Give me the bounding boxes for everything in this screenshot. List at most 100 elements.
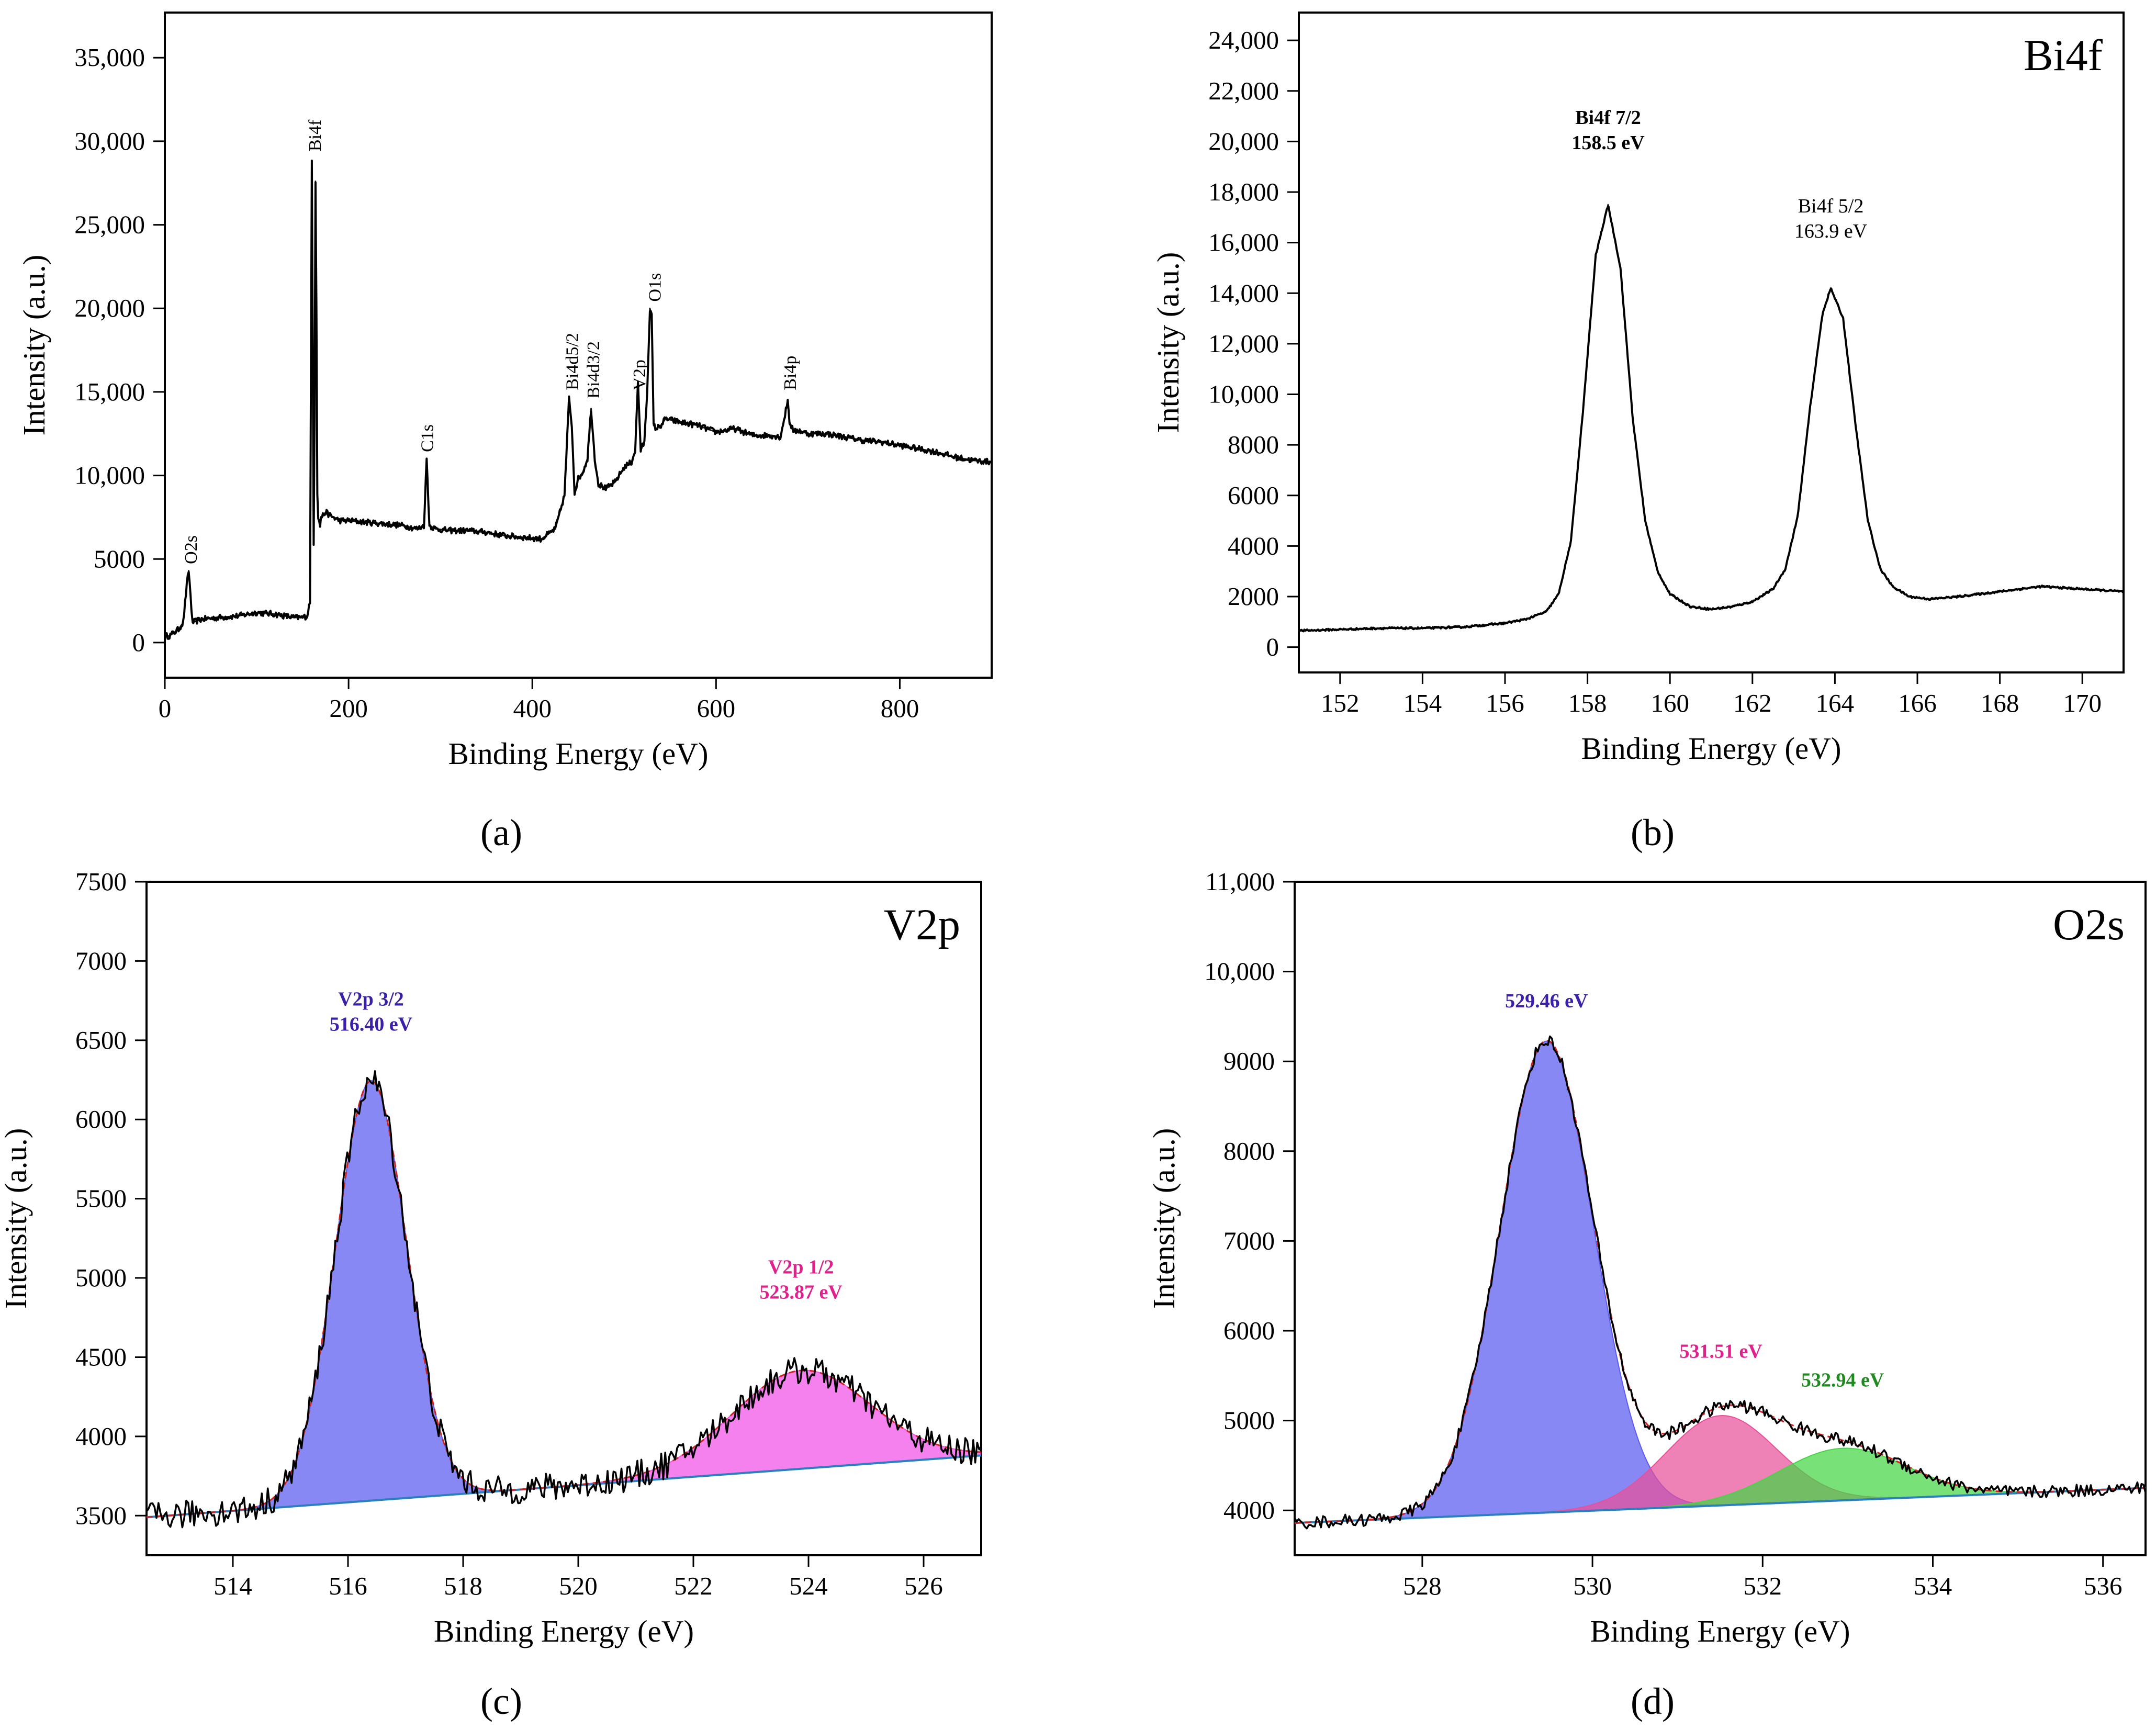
x-tick-label: 800 [881, 694, 919, 723]
y-tick-label: 11,000 [1205, 867, 1275, 896]
y-tick-label: 5000 [75, 1263, 127, 1292]
series-peaks-line [1299, 204, 2124, 632]
plot-frame [1294, 881, 2147, 1556]
peak-annotation: V2p [630, 360, 649, 390]
background-baseline [1295, 1487, 2146, 1524]
peak-annotation: Bi4f [306, 119, 325, 151]
y-tick-label: 6000 [75, 1105, 127, 1133]
x-tick-label: 534 [1914, 1571, 1952, 1600]
panel-title: V2p [884, 900, 960, 949]
y-tick-label: 9000 [1223, 1047, 1275, 1075]
plot-area [1299, 204, 2124, 633]
x-axis-label: Binding Energy (eV) [448, 736, 708, 771]
component-energy-label: 529.46 eV [1505, 990, 1588, 1012]
fit-envelope [147, 1080, 981, 1518]
fit-envelope [1295, 1039, 2146, 1524]
y-tick-label: 2000 [1228, 582, 1279, 611]
peak-energy-label: 163.9 eV [1794, 220, 1868, 242]
series-line [1299, 206, 2124, 633]
y-tick-label: 16,000 [1208, 228, 1279, 257]
x-tick-label: 162 [1733, 689, 1772, 717]
x-tick-label: 154 [1403, 689, 1442, 717]
component-label: V2p 1/2 [768, 1256, 834, 1278]
plot-area [1295, 1035, 2146, 1530]
y-tick-label: 30,000 [74, 127, 145, 155]
raw-spectrum-line [147, 1070, 981, 1529]
y-tick-label: 10,000 [1208, 380, 1279, 409]
y-tick-label: 20,000 [1208, 127, 1279, 155]
raw-spectrum-line [1295, 1035, 2146, 1530]
x-tick-label: 522 [674, 1571, 713, 1600]
y-tick-label: 0 [132, 628, 145, 657]
x-tick-label: 520 [559, 1571, 598, 1600]
x-tick-label: 158 [1568, 689, 1607, 717]
y-tick-label: 7000 [75, 946, 127, 975]
y-tick-label: 10,000 [74, 461, 145, 490]
component-energy-label: 532.94 eV [1801, 1369, 1884, 1391]
x-axis-label: Binding Energy (eV) [1581, 731, 1841, 766]
x-tick-label: 152 [1321, 689, 1360, 717]
y-tick-label: 14,000 [1208, 278, 1279, 307]
x-tick-label: 160 [1650, 689, 1689, 717]
y-tick-label: 22,000 [1208, 76, 1279, 105]
y-tick-label: 6000 [1228, 481, 1279, 510]
y-tick-label: 18,000 [1208, 177, 1279, 206]
y-tick-label: 10,000 [1204, 957, 1275, 986]
component-energy-label: 523.87 eV [760, 1281, 843, 1303]
peak-annotation: O1s [646, 273, 665, 302]
y-tick-label: 4000 [1228, 531, 1279, 560]
y-tick-label: 4000 [75, 1422, 127, 1451]
x-tick-label: 524 [789, 1571, 828, 1600]
plot-area [165, 160, 992, 640]
y-tick-label: 5000 [94, 544, 145, 573]
y-axis-label: Intensity (a.u.) [1151, 252, 1185, 433]
y-tick-label: 0 [1266, 633, 1279, 661]
y-tick-label: 6500 [75, 1026, 127, 1054]
y-tick-label: 35,000 [74, 43, 145, 72]
plot-frame [1298, 12, 2125, 673]
panel-title: O2s [2053, 900, 2125, 949]
y-tick-label: 25,000 [74, 210, 145, 239]
x-tick-label: 514 [214, 1571, 252, 1600]
y-axis-label: Intensity (a.u.) [0, 1128, 33, 1309]
x-tick-label: 170 [2063, 689, 2102, 717]
component-energy-label: 516.40 eV [330, 1014, 413, 1036]
x-tick-label: 0 [159, 694, 172, 723]
peak-label: Bi4f 5/2 [1798, 195, 1864, 217]
component-label: V2p 3/2 [338, 989, 404, 1011]
component-energy-label: 531.51 eV [1679, 1340, 1762, 1362]
x-tick-label: 166 [1898, 689, 1937, 717]
plot-frame [164, 12, 993, 679]
panel-caption: (b) [1631, 812, 1675, 854]
peak-annotation: O2s [182, 535, 201, 564]
y-tick-label: 4500 [75, 1342, 127, 1371]
y-tick-label: 8000 [1223, 1137, 1275, 1165]
series-line [165, 160, 992, 640]
x-tick-label: 156 [1486, 689, 1524, 717]
y-tick-label: 4000 [1223, 1496, 1275, 1524]
x-tick-label: 200 [329, 694, 368, 723]
y-tick-label: 5500 [75, 1184, 127, 1213]
y-tick-label: 5000 [1223, 1406, 1275, 1435]
y-tick-label: 7500 [75, 867, 127, 896]
y-axis-label: Intensity (a.u.) [17, 255, 51, 436]
y-tick-label: 6000 [1223, 1316, 1275, 1345]
x-axis-label: Binding Energy (eV) [434, 1614, 694, 1648]
x-tick-label: 516 [329, 1571, 367, 1600]
panel-b-bi4f-spectrum: 152 154 156 158 160 162 164 166 168 170 0 2000 4000 6… [1151, 12, 2125, 854]
y-axis-label: Intensity (a.u.) [1147, 1128, 1181, 1309]
series-peaks-line [165, 160, 992, 637]
y-tick-label: 15,000 [74, 377, 145, 406]
plot-frame [145, 881, 982, 1556]
panel-c-v2p-spectrum: 514 516 518 520 522 524 526 3500 4000 4500 5000 550… [0, 867, 982, 1722]
x-tick-label: 532 [1744, 1571, 1782, 1600]
x-tick-label: 530 [1573, 1571, 1612, 1600]
y-tick-label: 24,000 [1208, 26, 1279, 54]
peak-energy-label: 158.5 eV [1571, 132, 1645, 154]
plot-area [147, 1070, 981, 1529]
x-axis-label: Binding Energy (eV) [1590, 1614, 1850, 1648]
panel-d-o2s-spectrum: 528 530 532 534 536 4000 5000 6000 7000 8000 9000 1… [1147, 867, 2147, 1722]
y-tick-label: 7000 [1223, 1226, 1275, 1255]
panel-a-survey-spectrum: 0 200 400 600 800 0 5000 10,000 15,000 20,000 25,0… [17, 12, 993, 854]
